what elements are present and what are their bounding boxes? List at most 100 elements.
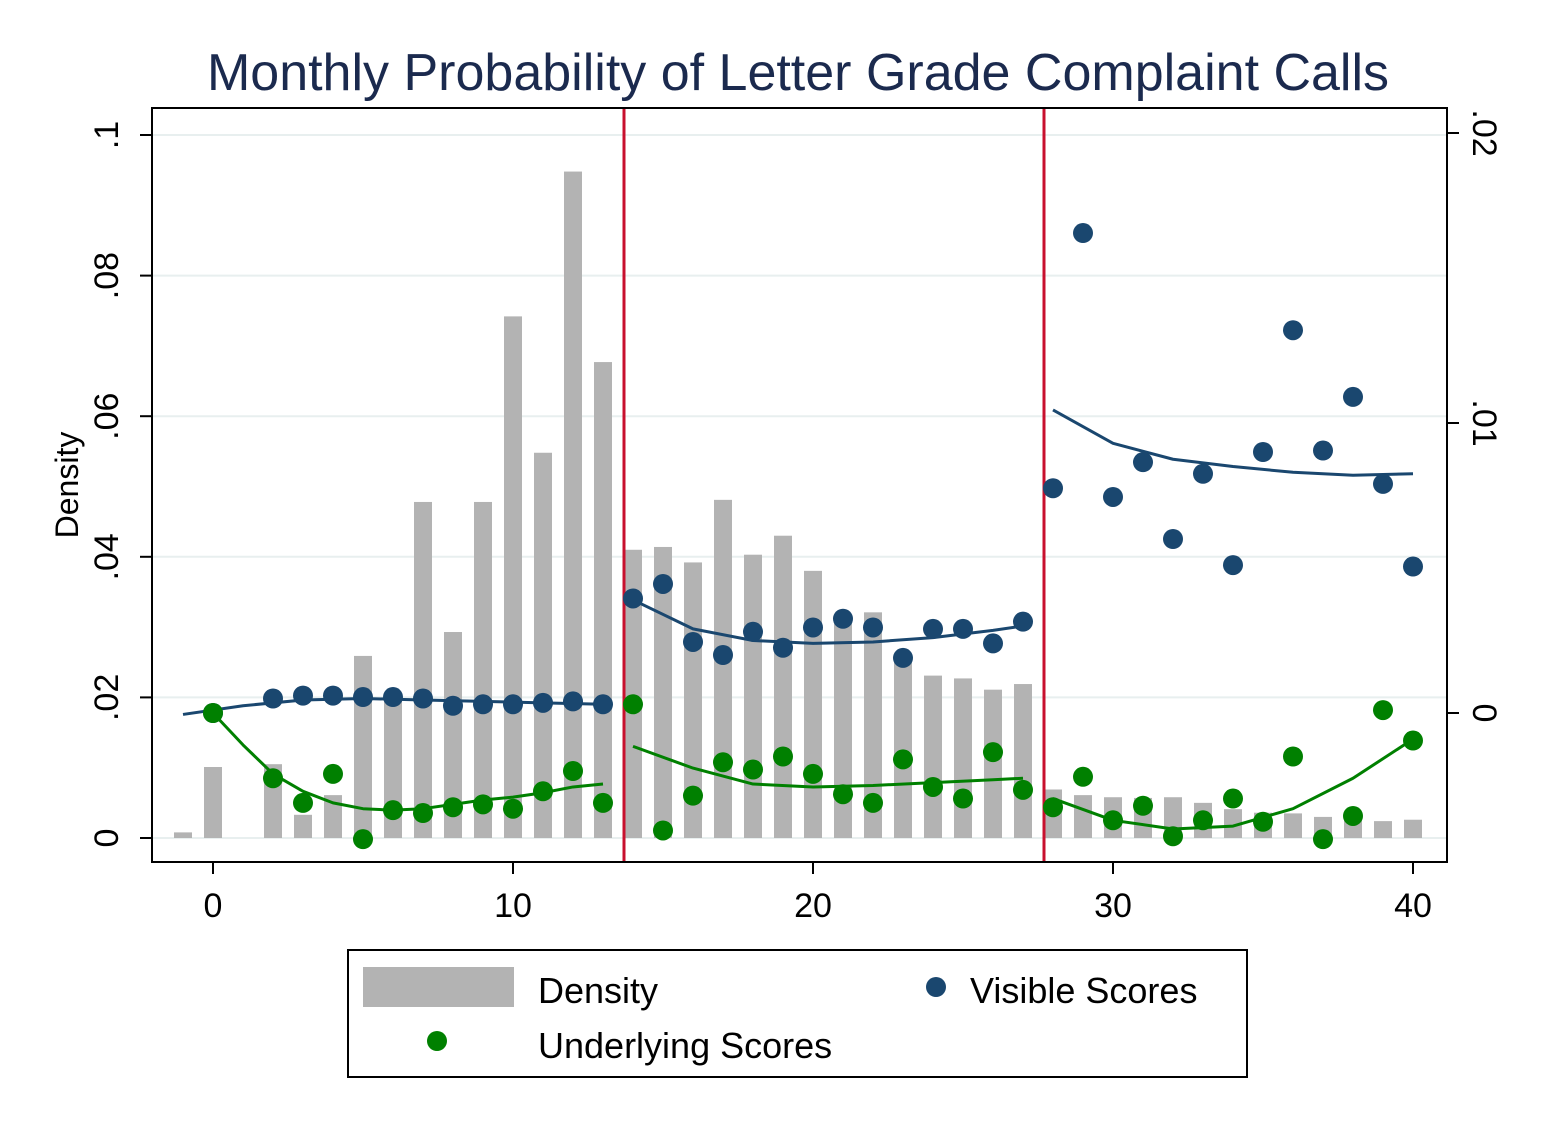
visible-score-point xyxy=(1133,452,1153,473)
x-tick-label: 40 xyxy=(1394,887,1432,925)
visible-score-point xyxy=(383,687,403,708)
underlying-score-point xyxy=(1223,788,1243,809)
visible-score-point xyxy=(1283,320,1303,341)
underlying-score-point xyxy=(653,820,673,841)
visible-score-point xyxy=(1403,556,1423,577)
density-bar xyxy=(924,675,942,838)
visible-score-point xyxy=(833,608,853,629)
underlying-score-point xyxy=(713,752,733,773)
underlying-score-point xyxy=(593,792,613,813)
density-bar xyxy=(1014,684,1032,838)
x-tick-label: 0 xyxy=(204,887,223,925)
y-right-tick-label: .02 xyxy=(1465,109,1503,156)
density-bar xyxy=(1074,795,1092,838)
visible-score-point xyxy=(443,695,463,716)
underlying-score-point xyxy=(833,784,853,805)
underlying-score-point xyxy=(1163,826,1183,847)
score-points xyxy=(203,223,1423,850)
visible-score-point xyxy=(803,617,823,638)
underlying-score-point xyxy=(1073,766,1093,787)
density-bar xyxy=(954,678,972,838)
density-bar xyxy=(564,171,582,838)
density-bar xyxy=(864,612,882,838)
y-left-tick-label: .04 xyxy=(88,533,126,580)
underlying-score-point xyxy=(1103,810,1123,831)
visible-score-point xyxy=(983,633,1003,654)
visible-score-point xyxy=(323,685,343,706)
density-bar xyxy=(984,689,1002,838)
underlying-score-point xyxy=(443,797,463,818)
legend-visible-label: Visible Scores xyxy=(970,970,1197,1011)
visible-score-point xyxy=(1313,440,1333,461)
underlying-score-point xyxy=(473,794,493,815)
visible-score-point xyxy=(683,631,703,652)
visible-score-point xyxy=(863,617,883,638)
y-left-tick-label: .08 xyxy=(88,252,126,299)
y-left-tick-label: .02 xyxy=(88,674,126,721)
legend-density-label: Density xyxy=(538,970,658,1011)
legend: Density Visible Scores Underlying Scores xyxy=(347,949,1248,1078)
density-bar xyxy=(744,554,762,838)
visible-score-point xyxy=(1373,473,1393,494)
visible-score-point xyxy=(1103,486,1123,507)
y-axis-title: Density xyxy=(49,432,85,539)
visible-score-point xyxy=(743,621,763,642)
y-left-tick-label: .06 xyxy=(88,393,126,440)
legend-visible-marker xyxy=(926,977,946,997)
visible-score-point xyxy=(593,694,613,715)
visible-score-point xyxy=(1013,611,1033,632)
underlying-score-point xyxy=(953,788,973,809)
visible-score-point xyxy=(953,618,973,639)
visible-score-point xyxy=(533,692,553,713)
density-bar xyxy=(204,766,222,838)
visible-score-point xyxy=(1253,442,1273,462)
visible-score-point xyxy=(503,694,523,715)
plot-frame xyxy=(151,107,1448,863)
legend-underlying-marker xyxy=(427,1031,447,1051)
visible-score-point xyxy=(1073,223,1093,244)
x-tick-label: 10 xyxy=(494,887,532,925)
density-bar xyxy=(174,832,192,838)
visible-score-point xyxy=(1343,386,1363,407)
x-tick-label: 20 xyxy=(794,887,832,925)
density-bar xyxy=(594,362,612,838)
density-bar xyxy=(504,316,522,838)
axes: 0 10 20 30 40 0 .02 .04 .06 .08 .1 0 .01 .02 xyxy=(88,109,1503,925)
density-bar xyxy=(414,501,432,838)
underlying-score-point xyxy=(1193,810,1213,831)
underlying-score-point xyxy=(1313,829,1333,850)
visible-fit-line xyxy=(632,598,1024,645)
underlying-score-point xyxy=(863,792,883,813)
underlying-score-point xyxy=(1013,779,1033,800)
density-bar xyxy=(354,655,372,838)
density-bar xyxy=(324,795,342,838)
visible-score-point xyxy=(473,694,493,715)
visible-score-point xyxy=(1193,463,1213,484)
underlying-score-point xyxy=(923,776,943,797)
legend-underlying-label: Underlying Scores xyxy=(538,1025,832,1066)
visible-score-point xyxy=(923,618,943,639)
density-bar xyxy=(804,570,822,838)
underlying-score-point xyxy=(323,763,343,784)
density-bar xyxy=(474,501,492,838)
y-right-tick-label: 0 xyxy=(1465,704,1503,723)
visible-score-point xyxy=(653,573,673,594)
underlying-score-point xyxy=(1343,805,1363,826)
underlying-score-point xyxy=(773,746,793,767)
chart-title: Monthly Probability of Letter Grade Comp… xyxy=(207,44,1389,102)
density-bar xyxy=(624,549,642,838)
density-bar xyxy=(1374,821,1392,838)
visible-score-point xyxy=(413,688,433,709)
visible-score-point xyxy=(713,645,733,665)
visible-score-point xyxy=(773,637,793,658)
underlying-score-point xyxy=(1043,797,1063,818)
density-bar xyxy=(654,546,672,838)
density-bar xyxy=(294,814,312,838)
underlying-score-point xyxy=(1403,730,1423,751)
underlying-score-point xyxy=(413,803,433,824)
underlying-score-point xyxy=(623,694,643,715)
underlying-score-point xyxy=(683,785,703,806)
visible-score-point xyxy=(623,588,643,609)
underlying-score-point xyxy=(983,742,1003,763)
underlying-score-point xyxy=(353,829,373,850)
